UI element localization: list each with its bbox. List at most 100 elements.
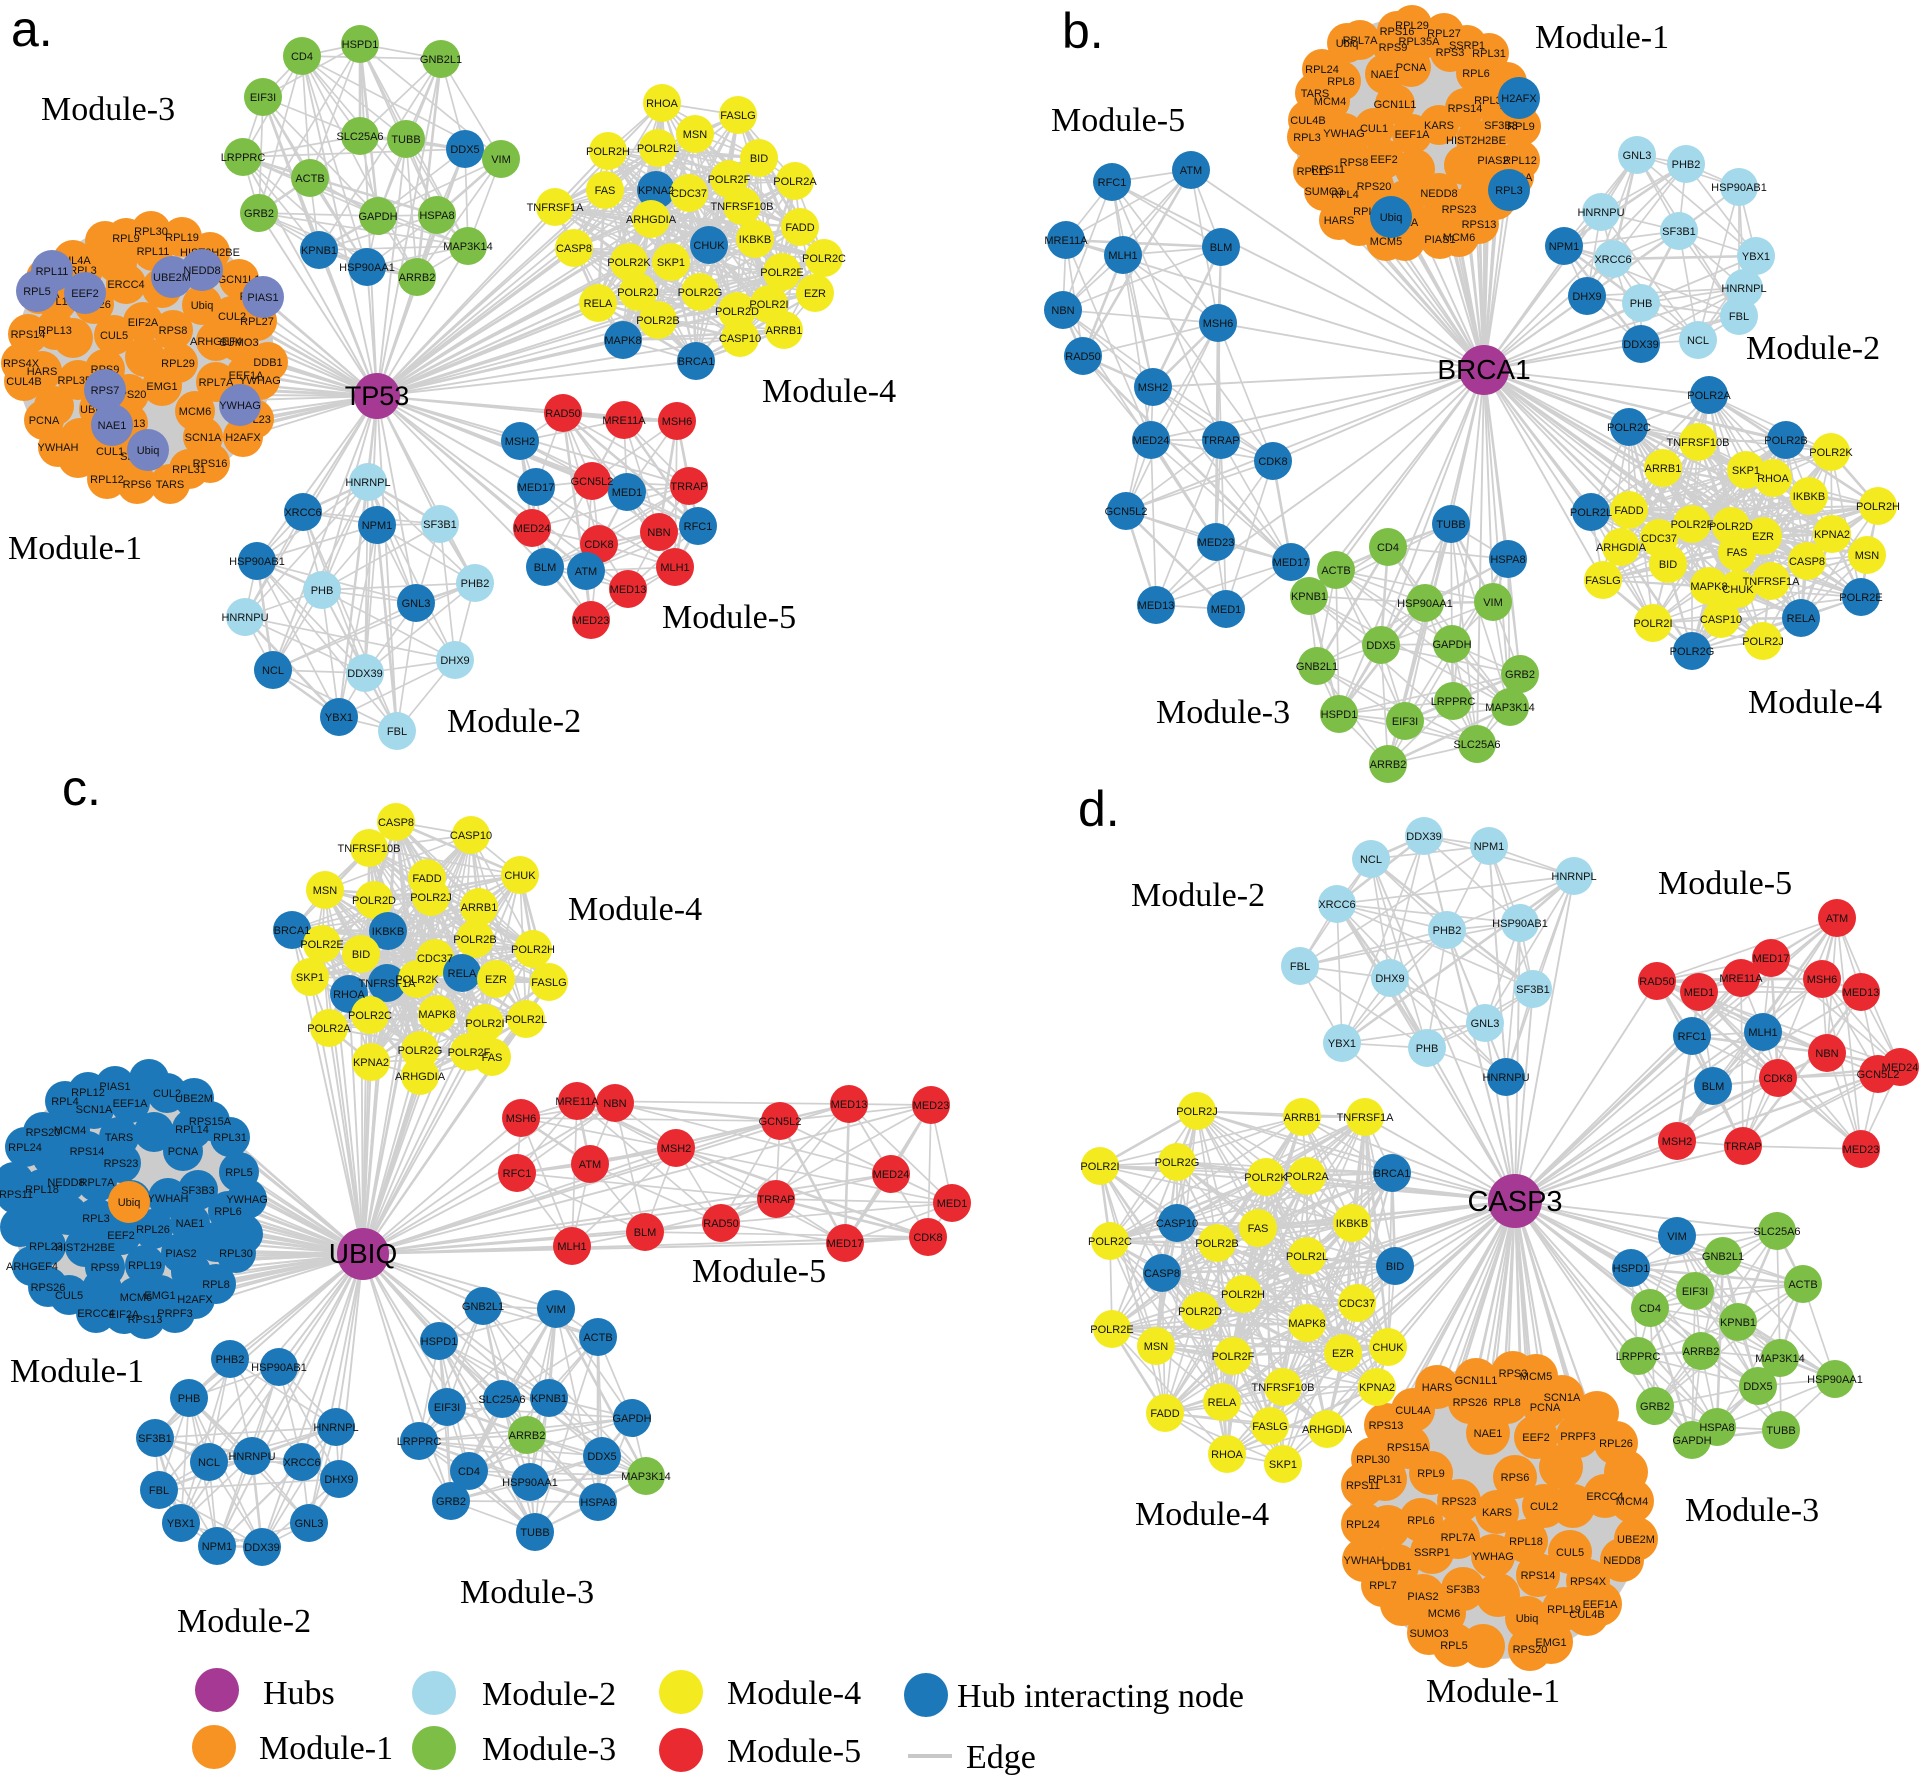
svg-text:RPL29: RPL29	[1395, 20, 1429, 32]
svg-text:YBX1: YBX1	[167, 1518, 195, 1530]
svg-text:ACTB: ACTB	[1321, 565, 1350, 577]
svg-text:RPL9: RPL9	[112, 233, 140, 245]
svg-text:DDB1: DDB1	[1382, 1561, 1411, 1573]
svg-text:TUBB: TUBB	[391, 134, 420, 146]
svg-text:NEDD8: NEDD8	[183, 265, 220, 277]
svg-text:NAE1: NAE1	[176, 1218, 205, 1230]
svg-text:NEDD8: NEDD8	[47, 1177, 84, 1189]
svg-text:KPNB1: KPNB1	[301, 245, 337, 257]
svg-text:CD4: CD4	[458, 1466, 480, 1478]
svg-text:HNRNPL: HNRNPL	[1551, 871, 1596, 883]
svg-text:RPL7A: RPL7A	[1343, 35, 1379, 47]
svg-text:KARS: KARS	[1482, 1507, 1512, 1519]
svg-text:FBL: FBL	[1729, 311, 1749, 323]
svg-text:SLC25A6: SLC25A6	[478, 1394, 525, 1406]
svg-text:NPM1: NPM1	[1549, 241, 1580, 253]
svg-text:PHB2: PHB2	[1433, 925, 1462, 937]
svg-text:CASP10: CASP10	[1700, 614, 1742, 626]
svg-text:PIAS1: PIAS1	[99, 1081, 130, 1093]
svg-text:IKBKB: IKBKB	[1336, 1218, 1368, 1230]
svg-text:KPNB1: KPNB1	[531, 1393, 567, 1405]
svg-text:PHB: PHB	[311, 585, 334, 597]
svg-text:POLR2G: POLR2G	[1155, 1157, 1200, 1169]
svg-text:FASLG: FASLG	[720, 110, 755, 122]
svg-text:Ubiq: Ubiq	[1380, 212, 1403, 224]
svg-text:HSPA8: HSPA8	[1699, 1422, 1734, 1434]
svg-text:MSH2: MSH2	[661, 1143, 692, 1155]
svg-text:HSPD1: HSPD1	[1321, 709, 1358, 721]
svg-text:CDC37: CDC37	[671, 188, 707, 200]
svg-text:DDX5: DDX5	[587, 1451, 616, 1463]
svg-text:POLR2C: POLR2C	[348, 1010, 392, 1022]
svg-text:GAPDH: GAPDH	[612, 1413, 651, 1425]
svg-text:EIF3I: EIF3I	[250, 92, 276, 104]
svg-text:ARRB1: ARRB1	[766, 325, 803, 337]
svg-text:Ubiq: Ubiq	[1336, 38, 1359, 50]
svg-text:c.: c.	[62, 760, 101, 816]
svg-text:MAPK8: MAPK8	[604, 335, 641, 347]
svg-text:NBN: NBN	[603, 1098, 626, 1110]
svg-text:Module-5: Module-5	[662, 599, 796, 636]
svg-text:UBE2M: UBE2M	[1617, 1534, 1655, 1546]
svg-text:Module-4: Module-4	[1748, 684, 1882, 721]
svg-text:RELA: RELA	[584, 298, 613, 310]
svg-text:MCM5: MCM5	[1520, 1371, 1552, 1383]
svg-text:RPL29: RPL29	[161, 358, 195, 370]
svg-text:Module-3: Module-3	[41, 91, 175, 128]
svg-text:Module-3: Module-3	[1156, 694, 1290, 731]
svg-text:POLR2J: POLR2J	[1742, 636, 1784, 648]
svg-text:EEF1A: EEF1A	[229, 370, 265, 382]
svg-text:POLR2B: POLR2B	[1195, 1238, 1238, 1250]
svg-text:RPL8: RPL8	[1493, 1397, 1521, 1409]
svg-text:MED13: MED13	[610, 584, 647, 596]
svg-text:CDK8: CDK8	[1763, 1073, 1792, 1085]
svg-text:RPL3: RPL3	[82, 1213, 110, 1225]
svg-text:RPL6: RPL6	[1407, 1515, 1435, 1527]
svg-text:CUL5: CUL5	[100, 330, 128, 342]
svg-text:MSH2: MSH2	[505, 436, 536, 448]
svg-text:RPL26: RPL26	[136, 1224, 170, 1236]
svg-text:Module-5: Module-5	[727, 1733, 861, 1770]
svg-text:VIM: VIM	[1667, 1231, 1687, 1243]
svg-text:KPNB1: KPNB1	[1720, 1317, 1756, 1329]
svg-text:PRPF3: PRPF3	[157, 1308, 192, 1320]
svg-text:PCNA: PCNA	[29, 415, 60, 427]
svg-text:CASP10: CASP10	[1156, 1218, 1198, 1230]
svg-text:RAD50: RAD50	[703, 1218, 738, 1230]
svg-text:MRE11A: MRE11A	[602, 415, 646, 427]
svg-text:HNRNPL: HNRNPL	[345, 477, 390, 489]
svg-text:HSPA8: HSPA8	[419, 210, 454, 222]
svg-text:HSPD1: HSPD1	[421, 1336, 458, 1348]
svg-text:GNB2L1: GNB2L1	[1702, 1251, 1744, 1263]
svg-text:SKP1: SKP1	[1269, 1459, 1297, 1471]
svg-text:POLR2I: POLR2I	[1080, 1161, 1119, 1173]
svg-text:POLR2I: POLR2I	[749, 299, 788, 311]
svg-text:CASP10: CASP10	[719, 333, 761, 345]
svg-text:SF3B3: SF3B3	[181, 1185, 215, 1197]
svg-text:NPM1: NPM1	[1474, 841, 1505, 853]
svg-text:d.: d.	[1078, 781, 1120, 837]
svg-text:Module-1: Module-1	[10, 1353, 144, 1390]
svg-text:CASP8: CASP8	[378, 817, 414, 829]
svg-text:ERCC4: ERCC4	[1586, 1491, 1623, 1503]
svg-text:CUL4B: CUL4B	[1290, 115, 1325, 127]
svg-text:PCNA: PCNA	[1396, 62, 1427, 74]
svg-text:ARHGEF4: ARHGEF4	[6, 1261, 58, 1273]
svg-text:RAD50: RAD50	[1639, 976, 1674, 988]
svg-text:MCM5: MCM5	[1370, 236, 1402, 248]
svg-text:RPL27: RPL27	[240, 316, 274, 328]
svg-text:KPNA2: KPNA2	[1814, 529, 1850, 541]
svg-text:GCN5L2: GCN5L2	[571, 476, 614, 488]
svg-text:NBN: NBN	[1815, 1048, 1838, 1060]
svg-text:GRB2: GRB2	[436, 1496, 466, 1508]
svg-text:RPL4: RPL4	[1331, 189, 1359, 201]
svg-text:POLR2L: POLR2L	[637, 143, 679, 155]
svg-text:MLH1: MLH1	[1108, 250, 1137, 262]
svg-text:RPL9: RPL9	[1507, 121, 1535, 133]
svg-text:EMG1: EMG1	[144, 1290, 175, 1302]
svg-text:CASP8: CASP8	[1144, 1268, 1180, 1280]
svg-text:XRCC6: XRCC6	[284, 507, 321, 519]
svg-text:CUL2: CUL2	[153, 1088, 181, 1100]
svg-text:Module-5: Module-5	[692, 1253, 826, 1290]
svg-text:CD4: CD4	[1377, 542, 1399, 554]
